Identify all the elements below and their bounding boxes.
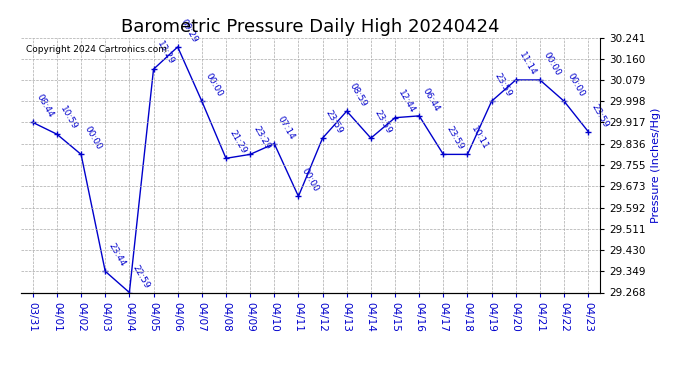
Text: 23:29: 23:29 [252,125,272,152]
Text: 10:11: 10:11 [469,125,490,152]
Text: 22:59: 22:59 [131,263,151,290]
Text: 06:44: 06:44 [421,86,441,113]
Text: 00:00: 00:00 [204,72,224,98]
Text: 23:59: 23:59 [445,125,465,152]
Y-axis label: Pressure (Inches/Hg): Pressure (Inches/Hg) [651,107,662,223]
Text: 11:14: 11:14 [518,50,538,77]
Text: 23:44: 23:44 [107,242,127,268]
Text: 13:29: 13:29 [155,40,175,66]
Text: 12:44: 12:44 [397,88,417,115]
Text: 00:00: 00:00 [566,72,586,98]
Text: 10:59: 10:59 [59,105,79,131]
Text: 23:59: 23:59 [373,108,393,135]
Text: 00:00: 00:00 [83,125,104,152]
Text: 00:00: 00:00 [542,50,562,77]
Text: 07:14: 07:14 [276,114,296,141]
Text: 00:00: 00:00 [300,166,321,194]
Text: 23:59: 23:59 [493,72,513,98]
Text: 09:29: 09:29 [179,17,199,44]
Text: 08:59: 08:59 [348,81,369,108]
Text: Copyright 2024 Cartronics.com: Copyright 2024 Cartronics.com [26,45,168,54]
Text: 23:59: 23:59 [324,108,344,135]
Text: 08:44: 08:44 [34,93,55,120]
Text: 21:29: 21:29 [228,129,248,156]
Title: Barometric Pressure Daily High 20240424: Barometric Pressure Daily High 20240424 [121,18,500,36]
Text: 23:59: 23:59 [590,102,610,129]
